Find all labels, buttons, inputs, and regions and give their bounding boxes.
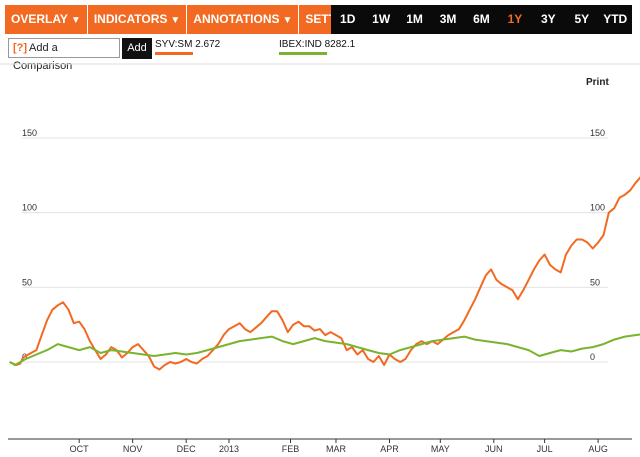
- legend-ticker: SYV:SM: [155, 39, 193, 50]
- chevron-down-icon: ▼: [70, 15, 81, 26]
- price-chart: 0 50 100 150 0 50 100 150 OCT NOV DEC 2013 FEB MAR A…: [0, 63, 640, 454]
- chevron-down-icon: ▼: [282, 15, 293, 26]
- x-tick-label: 2013: [219, 444, 239, 454]
- menu-group: OVERLAY▼ INDICATORS▼ ANNOTATIONS▼ SETTIN…: [5, 5, 386, 34]
- series-line-syv-sm: [9, 176, 640, 371]
- range-6m[interactable]: 6M: [473, 12, 490, 26]
- x-tick-label: MAR: [326, 444, 347, 454]
- series-lines: [9, 176, 640, 371]
- y-tick-label: 100: [590, 203, 605, 213]
- legend-item-ibex: IBEX:IND 8282.1: [279, 39, 356, 55]
- grid-lines: [22, 137, 608, 363]
- annotations-menu[interactable]: ANNOTATIONS ▼: [187, 5, 300, 34]
- range-ytd[interactable]: YTD: [603, 12, 628, 26]
- y-tick-label: 100: [22, 203, 37, 213]
- x-tick-label: MAY: [431, 444, 450, 454]
- help-icon[interactable]: [?]: [13, 42, 28, 54]
- indicators-menu[interactable]: INDICATORS ▼: [87, 5, 188, 34]
- range-1y[interactable]: 1Y: [507, 12, 523, 26]
- chevron-down-icon: ▼: [170, 15, 181, 26]
- y-tick-label: 150: [590, 128, 605, 138]
- legend-item-syv: SYV:SM 2.672: [155, 39, 221, 55]
- x-tick-label: AUG: [588, 444, 608, 454]
- y-axis-right: 0 50 100 150: [590, 128, 605, 362]
- x-tick-label: NOV: [123, 444, 143, 454]
- range-1w[interactable]: 1W: [372, 12, 391, 26]
- y-tick-label: 50: [590, 277, 600, 287]
- print-button[interactable]: Print: [586, 77, 609, 88]
- x-tick-label: FEB: [282, 444, 300, 454]
- comparison-placeholder: Add a Comparison: [13, 42, 73, 72]
- y-tick-label: 150: [22, 128, 37, 138]
- comparison-input[interactable]: [?] Add a Comparison: [8, 38, 120, 72]
- x-tick-label: OCT: [70, 444, 90, 454]
- y-tick-label: 50: [22, 277, 32, 287]
- y-tick-label: 0: [590, 352, 595, 362]
- x-axis: OCT NOV DEC 2013 FEB MAR APR MAY JUN JUL AUG: [70, 439, 608, 454]
- legend-swatch: [155, 52, 193, 55]
- x-tick-label: JUN: [485, 444, 503, 454]
- series-line-ibex-ind: [9, 333, 640, 366]
- range-selector: 1D 1W 1M 3M 6M 1Y 3Y 5Y YTD: [331, 5, 632, 34]
- legend-value: 8282.1: [324, 39, 356, 50]
- range-3m[interactable]: 3M: [439, 12, 457, 26]
- x-tick-label: APR: [380, 444, 399, 454]
- range-1d[interactable]: 1D: [340, 12, 356, 26]
- legend-value: 2.672: [195, 39, 221, 50]
- x-tick-label: JUL: [537, 444, 553, 454]
- chart-toolbar: OVERLAY▼ INDICATORS▼ ANNOTATIONS▼ SETTIN…: [5, 5, 632, 34]
- x-tick-label: DEC: [177, 444, 197, 454]
- range-1m[interactable]: 1M: [406, 12, 423, 26]
- legend-swatch: [279, 52, 327, 55]
- add-comparison-button[interactable]: Add: [122, 38, 152, 59]
- overlay-menu[interactable]: OVERLAY ▼: [5, 5, 88, 34]
- comparison-row: [?] Add a Comparison Add SYV:SM 2.672 IBE…: [5, 38, 635, 72]
- range-5y[interactable]: 5Y: [574, 12, 590, 26]
- range-3y[interactable]: 3Y: [541, 12, 556, 26]
- legend-ticker: IBEX:IND: [279, 39, 322, 50]
